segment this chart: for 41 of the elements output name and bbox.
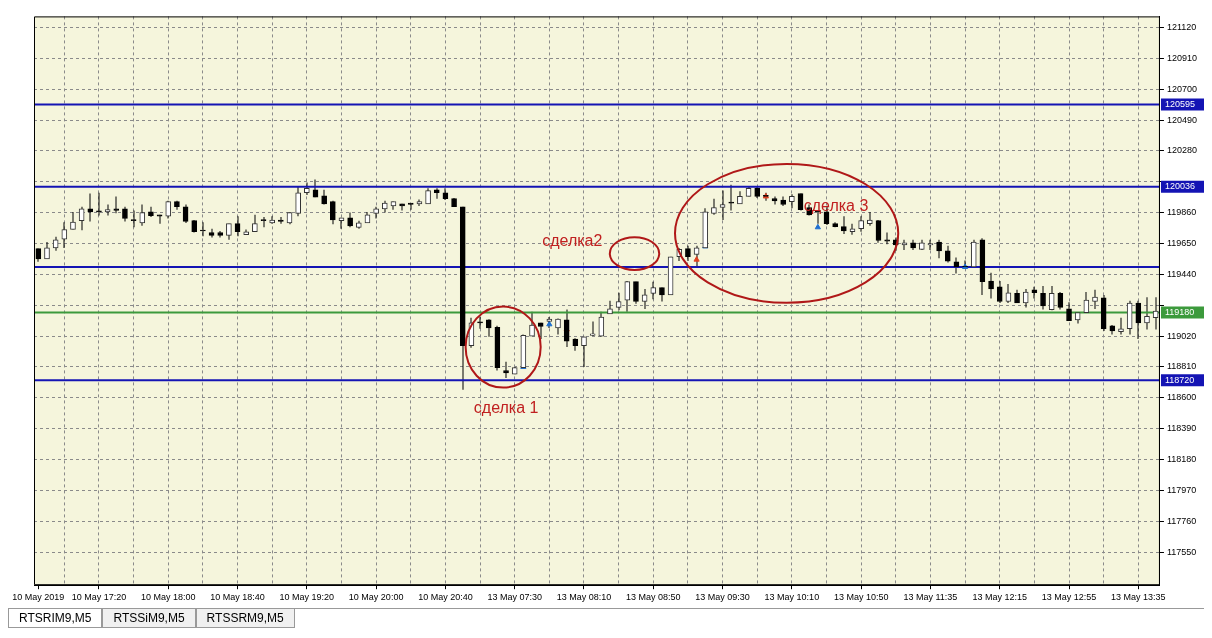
y-tick-label: 120700	[1166, 83, 1198, 94]
x-tick-label: 13 May 11:35	[903, 592, 958, 603]
ref-line-label: 119180	[1164, 307, 1195, 318]
y-tick-label: 119860	[1166, 207, 1197, 218]
x-tick-label: 13 May 09:30	[695, 592, 750, 603]
x-tick-label: 13 May 13:35	[1111, 592, 1166, 603]
x-tick-label: 13 May 10:50	[833, 592, 889, 603]
x-tick-label: 10 May 17:20	[71, 592, 127, 603]
y-tick-label: 119650	[1166, 237, 1197, 248]
x-tick-label: 13 May 07:30	[487, 592, 542, 603]
y-tick-label: 118810	[1166, 361, 1197, 372]
y-tick-label: 120490	[1166, 114, 1198, 125]
y-tick-label: 117970	[1166, 484, 1197, 495]
ref-line-label: 118720	[1164, 374, 1195, 385]
x-tick-label: 10 May 2019	[12, 592, 65, 603]
x-tick-label: 10 May 20:40	[418, 592, 473, 603]
annotation: сделка 1	[473, 399, 539, 417]
annotation: сделка2	[542, 232, 603, 250]
y-tick-label: 120910	[1166, 52, 1198, 63]
x-tick-label: 10 May 18:40	[210, 592, 265, 603]
y-tick-label: 118600	[1166, 392, 1197, 403]
ref-line-label: 120036	[1164, 181, 1196, 192]
x-tick-label: 13 May 12:55	[1041, 592, 1097, 603]
y-tick-label: 119440	[1166, 268, 1197, 279]
y-tick-label: 118390	[1166, 423, 1197, 434]
ref-line-label: 120595	[1164, 99, 1196, 110]
x-tick-label: 10 May 20:00	[348, 592, 404, 603]
text: RTSRIM9,M5	[8, 609, 103, 628]
y-tick-label: 119020	[1166, 330, 1197, 341]
annotation: сделка 3	[803, 196, 869, 214]
x-tick-label: 13 May 12:15	[972, 592, 1028, 603]
x-tick-label: 13 May 10:10	[764, 592, 820, 603]
x-tick-label: 10 May 18:00	[140, 592, 196, 603]
y-tick-label: 117550	[1166, 546, 1197, 557]
y-tick-label: 117760	[1166, 515, 1197, 526]
x-tick-label: 13 May 08:50	[626, 592, 681, 603]
x-tick-label: 13 May 08:10	[556, 592, 612, 603]
y-tick-label: 120280	[1166, 145, 1198, 156]
x-tick-label: 10 May 19:20	[279, 592, 335, 603]
y-tick-label: 118180	[1166, 454, 1197, 465]
y-tick-label: 121120	[1166, 21, 1197, 32]
